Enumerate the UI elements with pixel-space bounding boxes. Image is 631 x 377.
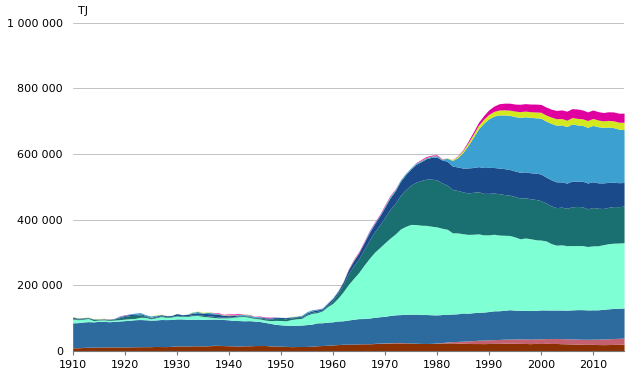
Text: TJ: TJ — [78, 6, 88, 16]
